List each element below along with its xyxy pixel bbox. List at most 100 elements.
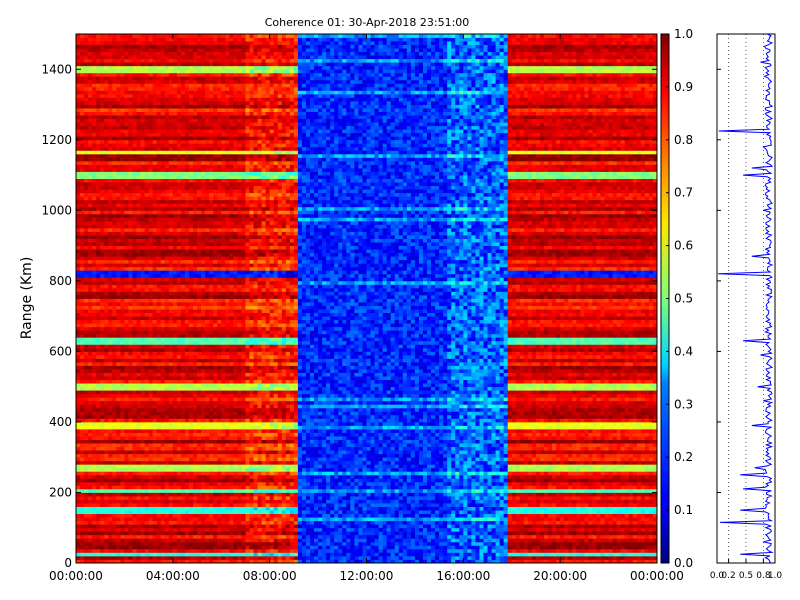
heatmap-cell	[84, 37, 89, 42]
heatmap-cell	[112, 316, 117, 321]
heatmap-cell	[172, 404, 178, 409]
heatmap-cell	[172, 101, 178, 105]
heatmap-cell	[164, 83, 170, 88]
heatmap-cell	[152, 467, 158, 472]
heatmap-cell	[132, 129, 137, 134]
heatmap-cell	[188, 365, 194, 370]
heatmap-cell	[124, 386, 129, 391]
heatmap-cell	[124, 227, 129, 232]
heatmap-cell	[164, 460, 170, 465]
heatmap-cell	[140, 464, 145, 469]
heatmap-cell	[205, 266, 210, 271]
heatmap-cell	[112, 425, 117, 430]
heatmap-cell	[136, 93, 141, 98]
heatmap-cell	[152, 464, 158, 469]
heatmap-cell	[136, 273, 141, 278]
heatmap-cell	[205, 471, 210, 476]
heatmap-cell	[144, 69, 150, 74]
heatmap-cell	[116, 369, 121, 373]
heatmap-cell	[108, 347, 113, 352]
heatmap-cell	[136, 337, 141, 342]
heatmap-cell	[128, 428, 133, 433]
heatmap-cell	[184, 122, 190, 127]
heatmap-cell	[76, 263, 81, 268]
heatmap-cell	[100, 510, 105, 515]
heatmap-cell	[168, 555, 174, 560]
heatmap-cell	[136, 376, 141, 381]
heatmap-cell	[176, 245, 182, 250]
heatmap-cell	[92, 171, 97, 176]
heatmap-cell	[132, 436, 137, 440]
heatmap-cell	[160, 168, 166, 172]
heatmap-cell	[168, 220, 174, 225]
heatmap-cell	[116, 270, 121, 275]
heatmap-cell	[184, 196, 190, 201]
heatmap-cell	[160, 393, 166, 398]
heatmap-cell	[176, 231, 182, 236]
heatmap-cell	[92, 185, 97, 190]
heatmap-cell	[172, 298, 178, 303]
heatmap-cell	[120, 510, 125, 515]
heatmap-cell	[140, 548, 145, 553]
heatmap-cell	[140, 534, 145, 539]
heatmap-cell	[116, 51, 121, 56]
heatmap-cell	[88, 326, 93, 331]
heatmap-cell	[124, 136, 129, 141]
heatmap-cell	[148, 298, 154, 303]
heatmap-cell	[112, 104, 117, 109]
heatmap-cell	[156, 443, 162, 448]
heatmap-cell	[92, 361, 97, 366]
heatmap-cell	[80, 242, 85, 246]
heatmap-cell	[120, 499, 125, 504]
heatmap-cell	[92, 298, 97, 303]
heatmap-cell	[128, 132, 133, 137]
heatmap-cell	[76, 344, 81, 349]
heatmap-cell	[112, 111, 117, 116]
heatmap-cell	[140, 379, 145, 384]
heatmap-cell	[144, 263, 150, 268]
heatmap-cell	[152, 531, 158, 536]
heatmap-cell	[184, 337, 190, 342]
heatmap-cell	[132, 365, 137, 370]
heatmap-cell	[168, 428, 174, 433]
heatmap-cell	[96, 97, 101, 102]
heatmap-cell	[148, 256, 154, 261]
heatmap-cell	[120, 146, 125, 151]
heatmap-cell	[104, 192, 109, 197]
heatmap-cell	[116, 164, 121, 169]
heatmap-cell	[180, 157, 186, 162]
heatmap-cell	[112, 312, 117, 317]
heatmap-cell	[205, 76, 210, 81]
heatmap-cell	[188, 115, 194, 120]
heatmap-cell	[148, 263, 154, 268]
heatmap-cell	[184, 118, 190, 123]
heatmap-cell	[100, 143, 105, 148]
heatmap-cell	[201, 340, 206, 345]
heatmap-cell	[128, 175, 133, 179]
heatmap-cell	[188, 168, 194, 172]
heatmap-cell	[112, 76, 117, 81]
heatmap-cell	[124, 344, 129, 349]
heatmap-cell	[197, 534, 202, 539]
heatmap-cell	[148, 527, 154, 532]
heatmap-cell	[108, 175, 113, 179]
heatmap-cell	[205, 418, 210, 423]
heatmap-cell	[193, 79, 198, 84]
heatmap-cell	[128, 443, 133, 448]
heatmap-cell	[193, 369, 198, 373]
heatmap-cell	[188, 157, 194, 162]
heatmap-cell	[144, 499, 150, 504]
heatmap-cell	[184, 284, 190, 289]
heatmap-cell	[100, 326, 105, 331]
heatmap-cell	[112, 309, 117, 314]
heatmap-cell	[112, 517, 117, 522]
heatmap-cell	[120, 231, 125, 236]
heatmap-cell	[152, 220, 158, 225]
heatmap-cell	[201, 510, 206, 515]
heatmap-cell	[205, 192, 210, 197]
heatmap-cell	[144, 425, 150, 430]
heatmap-cell	[144, 506, 150, 511]
heatmap-cell	[197, 354, 202, 359]
heatmap-cell	[112, 330, 117, 335]
heatmap-cell	[188, 464, 194, 469]
